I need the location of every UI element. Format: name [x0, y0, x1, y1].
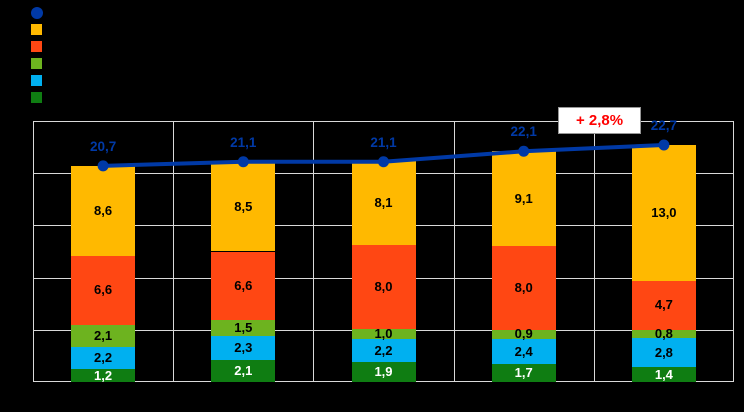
- bar-0-green-segment-value: 2,1: [94, 327, 113, 343]
- line-label-2: 21,1: [370, 134, 397, 150]
- line-label-1: 21,1: [230, 134, 257, 150]
- bar-2-amber-top-segment-value: 8,1: [374, 194, 393, 210]
- line-marker-3: [518, 145, 530, 157]
- bar-3-red-segment-value: 8,0: [514, 280, 533, 296]
- growth-callout: + 2,8%: [558, 107, 641, 134]
- bar-0-red-segment: [71, 255, 136, 325]
- line-marker-2: [378, 156, 389, 168]
- bar-4-darkgreen-bottom-segment: [631, 367, 696, 382]
- bar-3-amber-top-segment-value: 9,1: [514, 190, 533, 206]
- bar-3-amber-top-segment: [491, 151, 556, 247]
- legend-line-total-swatch-icon: [31, 6, 43, 19]
- legend-series-green-swatch-icon: [31, 58, 42, 69]
- line-label-0: 20,7: [89, 138, 117, 154]
- bar-3-green-segment-value: 0,9: [514, 326, 533, 342]
- v-gridline: [173, 121, 174, 382]
- bar-4-cyan-segment-value: 2,8: [654, 344, 673, 360]
- bar-3-red-segment: [491, 246, 556, 330]
- bar-2-green-segment-value: 1,0: [374, 325, 393, 341]
- bar-0-green-segment: [71, 324, 136, 347]
- bar-0-amber-top-segment: [71, 165, 136, 256]
- h-gridline: [33, 121, 734, 122]
- total-line-chart: [97, 139, 670, 172]
- bar-4-amber-top-segment-value: 13,0: [651, 204, 677, 220]
- legend-item-5: [31, 92, 43, 103]
- bar-4-red-segment: [631, 280, 696, 330]
- bar-2-green-segment: [351, 328, 416, 340]
- legend-series-cyan-swatch-icon: [31, 75, 42, 86]
- plot-area: 1,2 2,2 2,1 6,6 8,6 2,1 2,3 1,5 6,6 8,5 1,9 2,2 1,0 8…: [33, 118, 734, 383]
- bar-1-green-segment: [211, 320, 276, 337]
- bar-3-darkgreen-bottom-segment: [491, 364, 556, 382]
- bar-2-amber-top-segment: [351, 160, 416, 246]
- bar-3-darkgreen-bottom-segment-value: 1,7: [514, 365, 533, 381]
- bar-2-cyan-segment: [351, 339, 416, 363]
- legend-item-4: [31, 75, 43, 86]
- bar-4-green-segment-value: 0,8: [654, 325, 673, 341]
- bar-4-cyan-segment: [631, 338, 696, 368]
- bar-0-cyan-segment: [71, 346, 136, 370]
- growth-callout-label: + 2,8%: [575, 112, 624, 129]
- bar-3-cyan-segment: [491, 339, 556, 365]
- v-gridline: [313, 121, 314, 382]
- legend-item-3: [31, 58, 43, 69]
- bar-0-amber-top-segment-value: 8,6: [94, 202, 113, 218]
- bar-2-red-segment: [351, 245, 416, 329]
- bar-1-cyan-segment-value: 2,3: [234, 340, 253, 356]
- bar-1-red-segment-value: 6,6: [234, 277, 253, 293]
- bar-0-cyan-segment-value: 2,2: [94, 349, 113, 365]
- bar-1-cyan-segment: [211, 336, 276, 361]
- v-gridline: [454, 121, 455, 382]
- line-marker-0: [97, 160, 109, 172]
- line-marker-4: [658, 139, 670, 151]
- bar-0-darkgreen-bottom-segment-value: 1,2: [94, 367, 113, 383]
- v-gridline: [33, 121, 34, 382]
- bar-1-red-segment: [211, 251, 276, 321]
- legend-series-darkgreen-swatch-icon: [31, 92, 42, 103]
- legend-item-2: [31, 41, 43, 52]
- line-marker-1: [237, 156, 249, 168]
- line-label-4: 22,7: [650, 118, 678, 134]
- bar-2-red-segment-value: 8,0: [374, 278, 393, 294]
- chart-legend: [31, 6, 43, 103]
- bar-0-darkgreen-bottom-segment: [71, 369, 136, 382]
- legend-item-1: [31, 24, 43, 35]
- bar-1-darkgreen-bottom-segment: [211, 360, 276, 382]
- bar-1-green-segment-value: 1,5: [234, 320, 253, 336]
- legend-item-0: [31, 6, 43, 19]
- legend-series-amber-swatch-icon: [31, 24, 42, 35]
- bar-4-green-segment: [631, 329, 696, 339]
- bar-2-cyan-segment-value: 2,2: [374, 342, 393, 358]
- bar-1-amber-top-segment: [211, 162, 276, 252]
- bar-1-amber-top-segment-value: 8,5: [234, 199, 253, 215]
- bar-1-darkgreen-bottom-segment-value: 2,1: [234, 363, 253, 379]
- bar-4-darkgreen-bottom-segment-value: 1,4: [654, 366, 673, 382]
- bar-2-darkgreen-bottom-segment: [351, 362, 416, 382]
- bar-3-green-segment: [491, 329, 556, 340]
- line-label-3: 22,1: [510, 124, 537, 140]
- bar-4-amber-top-segment: [631, 145, 696, 281]
- bar-4-red-segment-value: 4,7: [654, 297, 673, 313]
- bar-0-red-segment-value: 6,6: [94, 282, 113, 298]
- v-gridline: [733, 121, 734, 382]
- legend-series-red-swatch-icon: [31, 41, 42, 52]
- bar-2-darkgreen-bottom-segment-value: 1,9: [374, 364, 393, 380]
- v-gridline: [594, 121, 595, 382]
- bar-3-cyan-segment-value: 2,4: [514, 343, 533, 359]
